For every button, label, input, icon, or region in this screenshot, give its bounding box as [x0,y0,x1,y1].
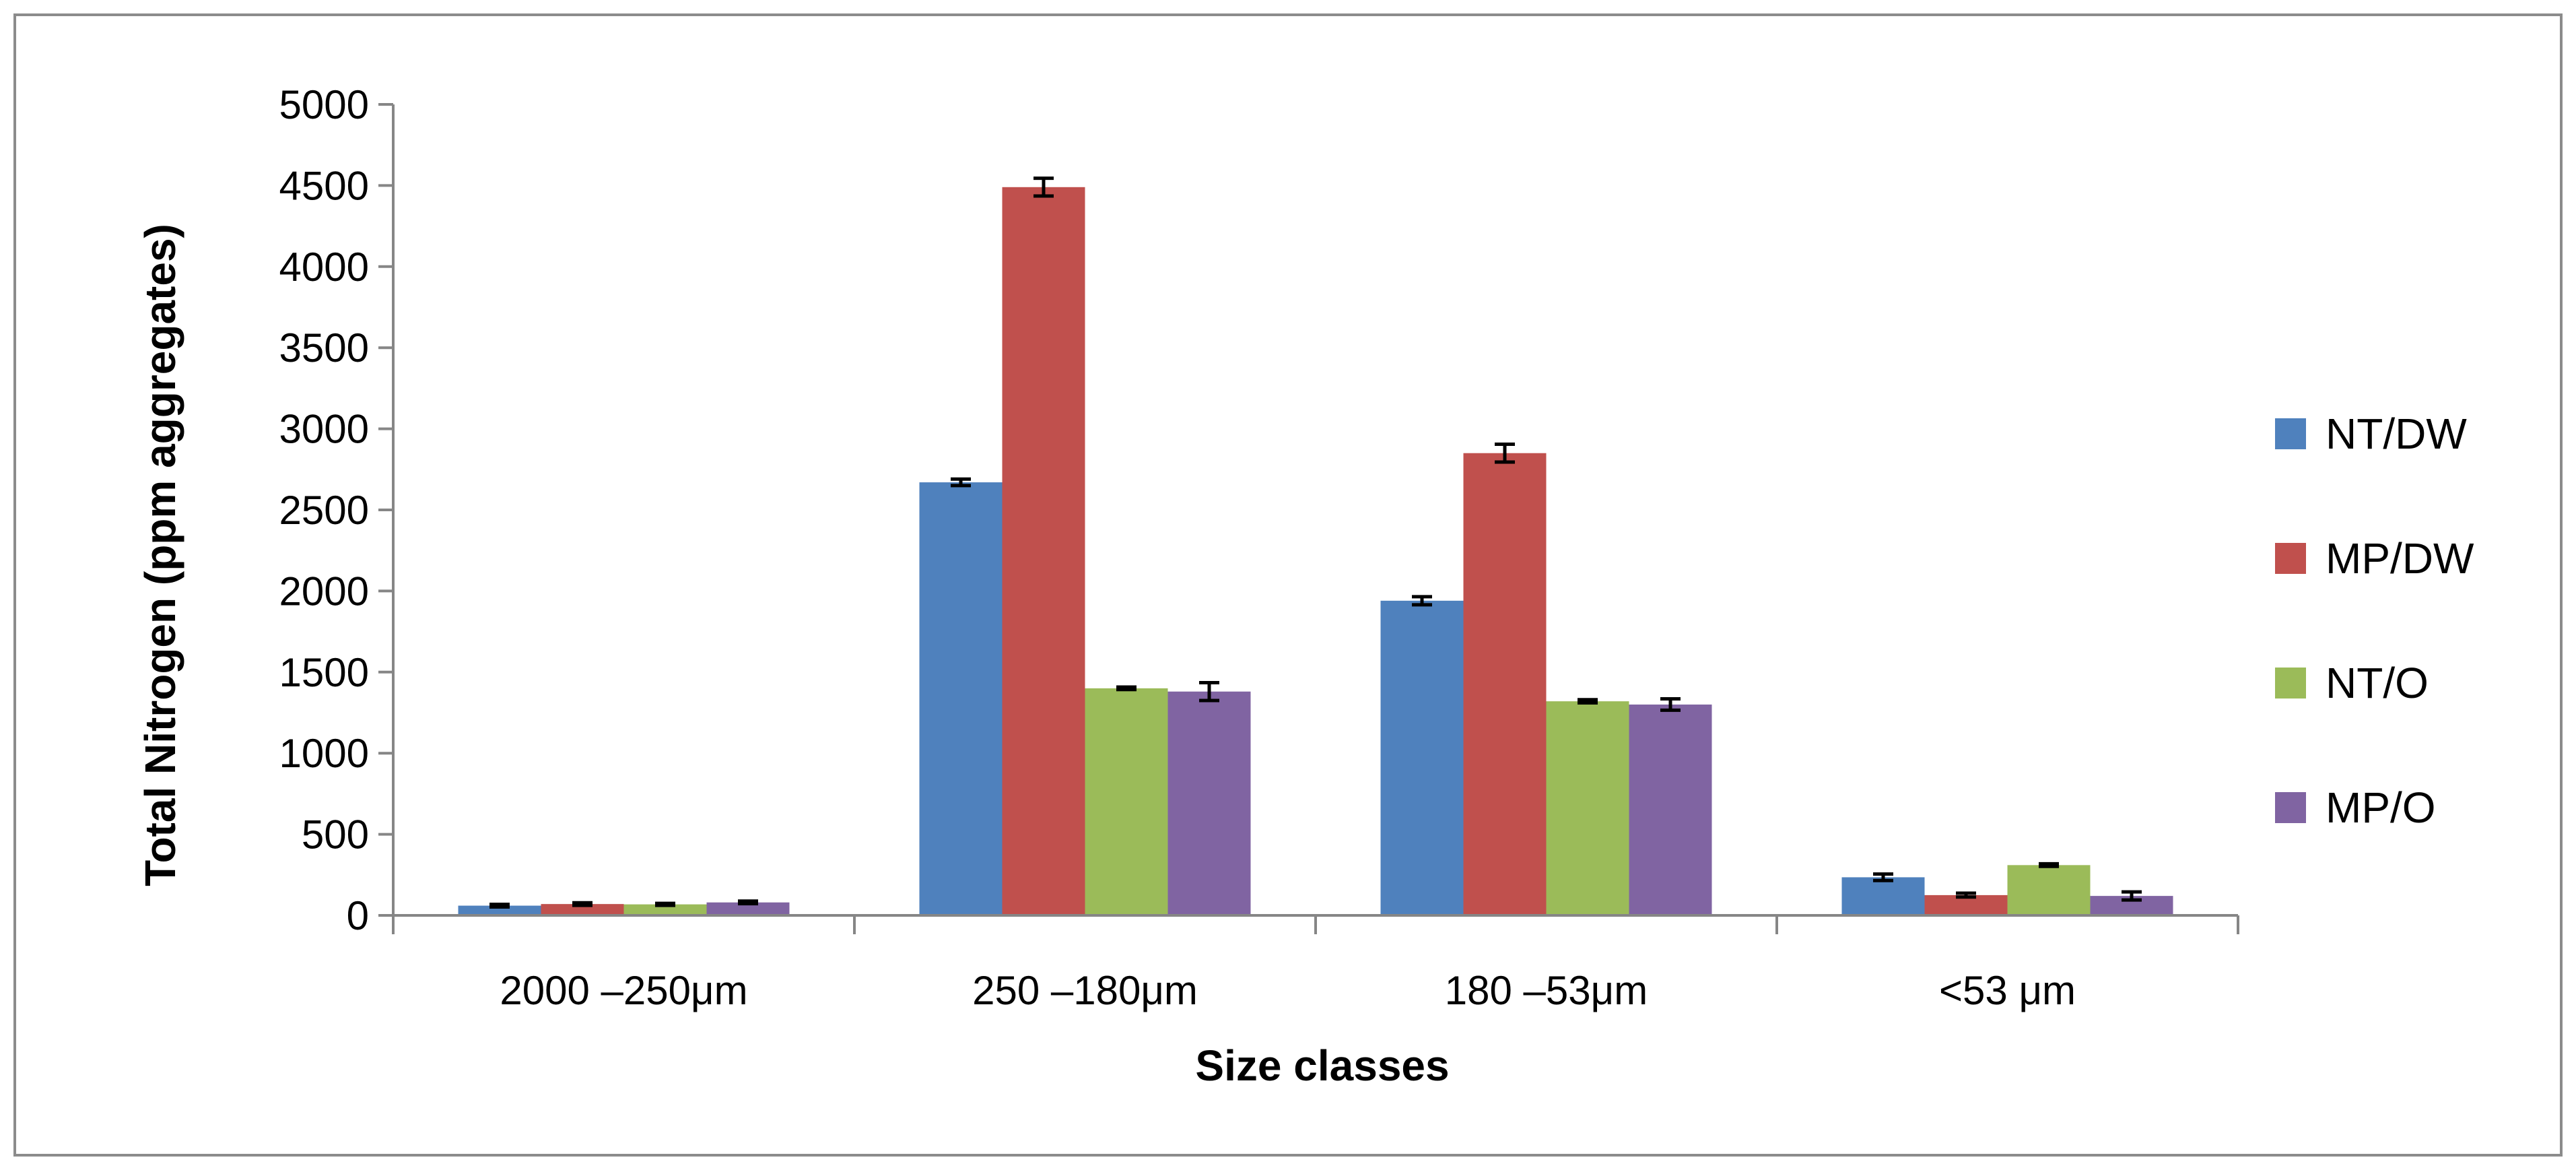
bar-nt-dw-3 [1841,877,1925,915]
bars-layer [458,187,2173,915]
error-bar [1578,698,1598,705]
legend-item: NT/O [2275,659,2429,707]
bar-nt-o-1 [1085,688,1168,915]
bar-mp-o-0 [706,902,790,915]
bar-mp-dw-0 [541,904,624,915]
bar-nt-dw-1 [919,482,1003,915]
legend-label: NT/DW [2326,410,2467,458]
y-tick-label: 2000 [279,568,369,614]
error-bar [572,901,592,907]
y-tick-label: 2500 [279,488,369,533]
bar-mp-o-1 [1167,691,1251,915]
legend-item: MP/O [2275,783,2436,832]
bar-mp-o-2 [1629,704,1712,915]
legend-item: MP/DW [2275,534,2474,583]
y-tick-label: 4500 [279,163,369,208]
error-bar [1033,176,1054,198]
legend-swatch [2275,668,2306,698]
legend-item: NT/DW [2275,410,2467,458]
ticks-layer: 0 500 1000 1500 2000 2500 3000 3500 4000 4500 5000… [279,82,2239,1013]
y-tick-label: 0 [347,893,369,938]
x-tick-label: 180 –53μm [1445,968,1648,1013]
bar-nt-o-0 [623,904,707,915]
error-bar [951,477,971,488]
error-bar [1412,595,1432,607]
error-bar [1873,872,1893,882]
bar-nt-dw-2 [1380,600,1464,915]
error-bar [1116,685,1137,692]
chart-frame: 0 500 1000 1500 2000 2500 3000 3500 4000 4500 5000… [13,13,2563,1157]
x-tick-label: 250 –180μm [972,968,1198,1013]
y-axis-title: Total Nitrogen (ppm aggregates) [136,224,184,886]
legend-swatch [2275,792,2306,823]
error-bar [655,901,675,907]
error-bar [2039,862,2059,868]
bar-nt-o-2 [1546,701,1629,915]
x-axis-title: Size classes [1195,1041,1449,1090]
legend-swatch [2275,418,2306,449]
y-tick-label: 5000 [279,82,369,127]
y-tick-label: 3500 [279,325,369,370]
error-bar [489,903,510,909]
y-tick-label: 1000 [279,731,369,776]
x-tick-label: 2000 –250μm [500,968,747,1013]
error-bar [2122,890,2142,902]
legend: NT/DW MP/DW NT/O MP/O [2275,410,2474,832]
bar-mp-dw-2 [1463,453,1547,915]
legend-label: MP/O [2326,783,2436,832]
y-tick-label: 4000 [279,245,369,290]
legend-swatch [2275,543,2306,574]
y-tick-label: 3000 [279,407,369,452]
bar-nt-dw-0 [458,905,541,915]
legend-label: NT/O [2326,659,2429,707]
error-bar [1660,697,1681,712]
errorbars-layer [489,176,2142,909]
bar-mp-dw-1 [1002,187,1085,915]
bar-chart: 0 500 1000 1500 2000 2500 3000 3500 4000 4500 5000… [136,82,2474,1090]
y-tick-label: 500 [302,812,369,857]
y-tick-label: 1500 [279,650,369,695]
bar-nt-o-3 [2007,865,2091,915]
error-bar [1199,680,1219,703]
axes-layer [392,104,2238,917]
error-bar [738,899,758,906]
legend-label: MP/DW [2326,534,2474,583]
x-tick-label: <53 μm [1939,968,2076,1013]
error-bar [1495,442,1515,464]
error-bar [1956,891,1976,899]
